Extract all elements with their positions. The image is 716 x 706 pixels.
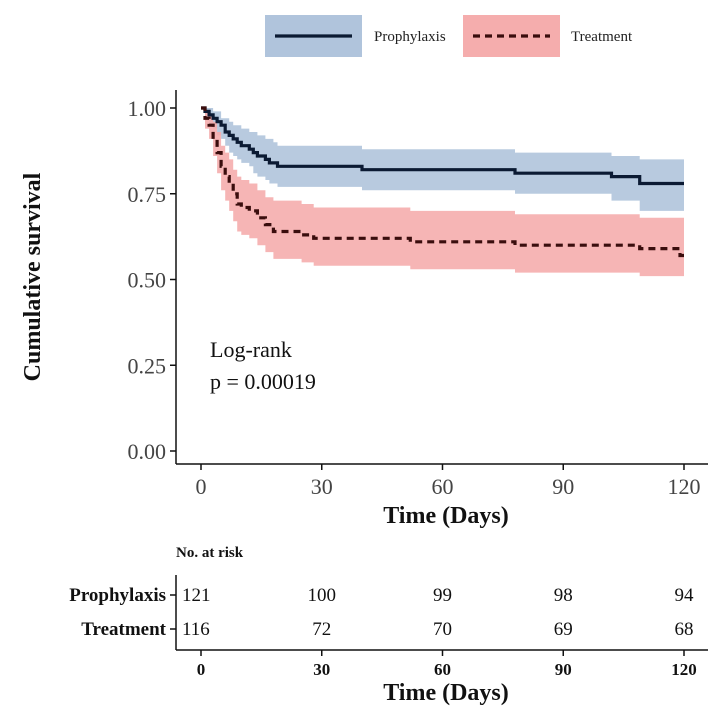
y-axis-title: Cumulative survival	[20, 172, 46, 381]
risk-x-tick-label: 90	[555, 660, 572, 679]
p-value-label: p = 0.00019	[210, 369, 316, 394]
band-treatment	[201, 108, 684, 277]
risk-table-x-axis-title: Time (Days)	[383, 680, 509, 706]
risk-x-tick-label: 30	[313, 660, 330, 679]
y-tick-label: 0.25	[128, 353, 167, 378]
confidence-bands	[201, 108, 684, 277]
y-tick-label: 0.50	[128, 268, 167, 293]
curve-prophylaxis	[201, 106, 684, 186]
legend-label-treatment: Treatment	[571, 29, 633, 45]
risk-count: 72	[312, 619, 331, 640]
risk-x-tick-label: 0	[197, 660, 206, 679]
log-rank-label: Log-rank	[210, 337, 292, 362]
x-tick-label: 30	[311, 474, 333, 499]
survival-curves	[201, 106, 684, 258]
x-tick-label: 90	[552, 474, 574, 499]
x-tick-label: 120	[668, 474, 701, 499]
risk-count: 70	[433, 619, 452, 640]
risk-count: 69	[554, 619, 573, 640]
risk-table: Prophylaxis 121 100 99 98 94 Treatment 116 72 70 6…	[69, 575, 708, 679]
x-tick-label: 60	[432, 474, 454, 499]
y-tick-label: 1.00	[128, 96, 167, 121]
curve-treatment	[201, 106, 684, 258]
risk-x-tick-label: 60	[434, 660, 451, 679]
x-axis-title: Time (Days)	[383, 503, 509, 529]
legend-label-prophylaxis: Prophylaxis	[374, 29, 446, 45]
legend: Prophylaxis Treatment	[265, 15, 633, 57]
risk-count: 99	[433, 585, 452, 606]
y-tick-label: 0.00	[128, 439, 167, 464]
risk-count: 94	[675, 585, 695, 606]
axes: 0.00 0.25 0.50 0.75 1.00 0 30 60 90 120	[128, 90, 708, 499]
risk-x-tick-label: 120	[671, 660, 697, 679]
risk-count: 116	[182, 619, 210, 640]
band-prophylaxis	[201, 108, 684, 211]
x-tick-label: 0	[196, 474, 207, 499]
risk-count: 68	[675, 619, 694, 640]
risk-count: 121	[182, 585, 211, 606]
y-tick-label: 0.75	[128, 182, 167, 207]
risk-row-label: Prophylaxis	[69, 585, 166, 606]
risk-row-label: Treatment	[81, 619, 166, 640]
risk-table-title: No. at risk	[176, 545, 244, 561]
risk-count: 100	[308, 585, 337, 606]
risk-count: 98	[554, 585, 573, 606]
